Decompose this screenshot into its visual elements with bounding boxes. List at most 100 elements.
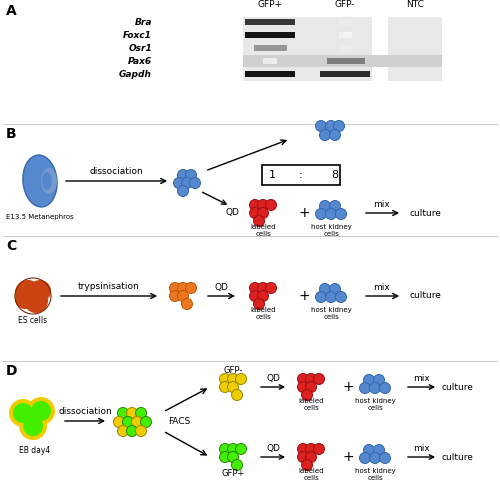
Bar: [388, 17, 442, 81]
Text: D: D: [6, 364, 18, 378]
Bar: [254, 45, 286, 51]
Circle shape: [302, 460, 312, 471]
Bar: [327, 58, 364, 64]
Circle shape: [220, 444, 230, 455]
Circle shape: [374, 445, 384, 456]
Circle shape: [13, 403, 33, 423]
Circle shape: [330, 283, 340, 294]
Circle shape: [132, 417, 142, 428]
Text: E13.5 Metanephros: E13.5 Metanephros: [6, 214, 74, 220]
Circle shape: [250, 282, 260, 293]
Circle shape: [336, 291, 346, 302]
Circle shape: [24, 289, 48, 313]
Text: host kidney: host kidney: [310, 307, 352, 313]
Circle shape: [306, 382, 316, 393]
Circle shape: [236, 373, 246, 385]
Bar: [338, 45, 352, 51]
Bar: [262, 165, 340, 185]
Circle shape: [316, 209, 326, 220]
Text: Pax6: Pax6: [128, 56, 152, 65]
Text: GFP-: GFP-: [335, 0, 355, 9]
Circle shape: [306, 373, 316, 385]
Circle shape: [314, 373, 324, 385]
Circle shape: [360, 383, 370, 394]
Circle shape: [330, 201, 340, 212]
Circle shape: [326, 291, 336, 302]
Text: QD: QD: [214, 283, 228, 292]
Text: host kidney: host kidney: [354, 398, 396, 404]
Text: cells: cells: [323, 231, 339, 237]
Circle shape: [266, 200, 276, 211]
Bar: [338, 19, 352, 25]
Text: EB day4: EB day4: [20, 446, 50, 455]
Text: FACS: FACS: [168, 417, 190, 426]
Circle shape: [126, 408, 138, 419]
Circle shape: [118, 426, 128, 437]
Circle shape: [140, 417, 151, 428]
Text: cells: cells: [255, 314, 271, 320]
Circle shape: [380, 383, 390, 394]
Circle shape: [258, 200, 268, 211]
Text: culture: culture: [442, 383, 474, 392]
Bar: [263, 58, 277, 64]
Circle shape: [254, 216, 264, 227]
Circle shape: [320, 201, 330, 212]
Circle shape: [370, 383, 380, 394]
Circle shape: [228, 452, 238, 463]
Text: QD: QD: [226, 208, 240, 217]
Text: Gapdh: Gapdh: [119, 69, 152, 78]
Circle shape: [220, 373, 230, 385]
Circle shape: [19, 412, 47, 440]
Circle shape: [15, 289, 35, 309]
Circle shape: [334, 120, 344, 132]
Circle shape: [320, 130, 330, 141]
Text: mix: mix: [374, 283, 390, 292]
Circle shape: [186, 170, 196, 181]
Circle shape: [23, 416, 43, 436]
Bar: [243, 17, 372, 81]
Text: dissociation: dissociation: [89, 167, 143, 176]
Circle shape: [320, 283, 330, 294]
Circle shape: [228, 444, 238, 455]
Text: GFP+: GFP+: [258, 0, 282, 9]
Circle shape: [370, 453, 380, 464]
Text: labeled: labeled: [298, 398, 324, 404]
Circle shape: [190, 178, 200, 189]
Circle shape: [326, 209, 336, 220]
Circle shape: [178, 186, 188, 197]
Text: 8: 8: [332, 170, 338, 180]
Text: cells: cells: [255, 231, 271, 237]
Circle shape: [122, 417, 134, 428]
Circle shape: [298, 373, 308, 385]
Ellipse shape: [41, 168, 57, 194]
Circle shape: [136, 408, 146, 419]
Circle shape: [232, 460, 242, 471]
Circle shape: [182, 298, 192, 309]
Text: culture: culture: [442, 453, 474, 462]
Text: 1: 1: [268, 170, 276, 180]
Circle shape: [258, 282, 268, 293]
Circle shape: [298, 382, 308, 393]
Text: cells: cells: [367, 405, 383, 411]
Text: trypsinisation: trypsinisation: [78, 282, 140, 291]
Circle shape: [15, 280, 41, 306]
Text: QD: QD: [266, 444, 280, 453]
Bar: [320, 71, 370, 77]
Circle shape: [170, 282, 180, 293]
Circle shape: [236, 444, 246, 455]
Circle shape: [232, 390, 242, 401]
Text: +: +: [298, 206, 310, 220]
Circle shape: [298, 444, 308, 455]
Circle shape: [380, 453, 390, 464]
Bar: [245, 19, 295, 25]
Circle shape: [330, 130, 340, 141]
Ellipse shape: [42, 172, 52, 190]
Circle shape: [27, 397, 55, 425]
Circle shape: [178, 170, 188, 181]
Text: ES cells: ES cells: [18, 316, 48, 325]
Text: Bra: Bra: [134, 17, 152, 26]
Text: dissociation: dissociation: [58, 407, 112, 416]
Text: host kidney: host kidney: [310, 224, 352, 230]
Text: GFP+: GFP+: [222, 469, 244, 478]
Circle shape: [170, 290, 180, 301]
